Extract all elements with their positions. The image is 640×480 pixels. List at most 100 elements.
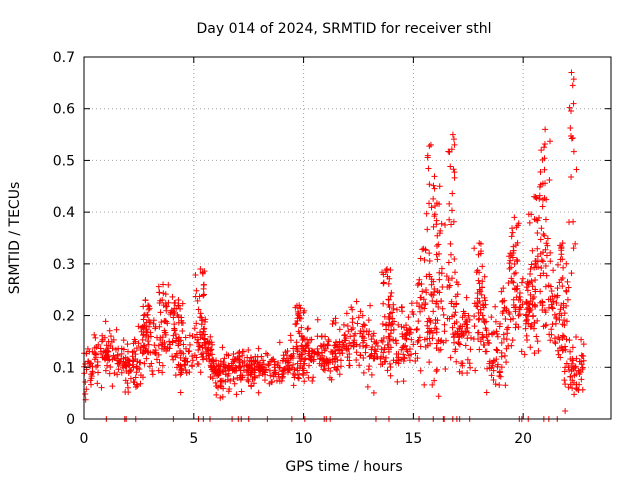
- data-point: [574, 386, 581, 393]
- data-point: [144, 329, 151, 336]
- data-point: [507, 264, 514, 271]
- data-point: [207, 373, 214, 380]
- data-point: [568, 270, 575, 277]
- data-point: [476, 240, 483, 247]
- data-point: [498, 364, 505, 371]
- data-point: [82, 360, 89, 367]
- data-point: [509, 229, 516, 236]
- data-point: [161, 318, 168, 325]
- data-point: [201, 325, 208, 332]
- data-point: [455, 340, 462, 347]
- data-point: [539, 196, 546, 203]
- data-point: [101, 355, 108, 362]
- data-point: [496, 372, 503, 379]
- data-point: [476, 269, 483, 276]
- data-point: [231, 380, 238, 387]
- data-point: [102, 348, 109, 355]
- data-point: [475, 316, 482, 323]
- data-point: [357, 352, 364, 359]
- data-point: [535, 347, 542, 354]
- data-point: [143, 319, 150, 326]
- data-point: [429, 292, 435, 299]
- data-point: [127, 367, 134, 374]
- data-point: [336, 371, 343, 378]
- data-point: [162, 331, 169, 338]
- data-point: [365, 331, 372, 338]
- data-point: [563, 260, 570, 267]
- data-point: [539, 203, 546, 210]
- data-point: [326, 374, 333, 381]
- data-point: [389, 315, 396, 322]
- data-point: [523, 316, 530, 323]
- data-point: [567, 348, 574, 355]
- data-point: [421, 305, 428, 312]
- data-point: [436, 230, 443, 237]
- data-point: [324, 342, 331, 349]
- data-point: [480, 342, 487, 349]
- data-point: [508, 233, 515, 240]
- data-point: [500, 308, 507, 315]
- data-point: [281, 355, 288, 362]
- data-point: [508, 252, 515, 259]
- data-point: [179, 300, 186, 307]
- data-point: [171, 321, 178, 328]
- x-tick-label: 0: [80, 431, 89, 447]
- data-point: [335, 346, 342, 353]
- data-point: [567, 132, 574, 139]
- data-point: [488, 330, 495, 337]
- data-point: [183, 369, 190, 376]
- data-point: [132, 351, 139, 358]
- data-point: [346, 350, 353, 357]
- data-point: [543, 252, 550, 259]
- data-point: [440, 339, 447, 346]
- data-point: [243, 369, 250, 376]
- data-point: [492, 303, 499, 310]
- data-point: [450, 218, 457, 225]
- data-point: [566, 219, 573, 226]
- data-point: [197, 369, 204, 376]
- data-point: [345, 328, 352, 335]
- data-point: [450, 136, 457, 143]
- data-point: [137, 359, 144, 366]
- data-point: [159, 296, 166, 303]
- data-point: [366, 353, 373, 360]
- y-tick-label: 0.7: [53, 50, 75, 66]
- data-point: [556, 336, 563, 343]
- data-point: [381, 344, 388, 351]
- data-point: [349, 319, 356, 326]
- data-point: [503, 359, 510, 366]
- data-point: [214, 373, 221, 380]
- data-point: [195, 336, 202, 343]
- data-point: [290, 361, 297, 368]
- data-point: [142, 347, 149, 354]
- data-point: [436, 269, 443, 276]
- data-point: [314, 316, 321, 323]
- data-point: [175, 342, 182, 349]
- data-point: [255, 363, 262, 370]
- data-point: [161, 327, 168, 334]
- data-point: [380, 280, 387, 287]
- data-point: [195, 306, 202, 313]
- data-point: [414, 339, 421, 346]
- data-point: [385, 348, 392, 355]
- data-point: [413, 299, 420, 306]
- data-point: [118, 350, 125, 357]
- data-point: [536, 195, 543, 202]
- data-point: [294, 365, 301, 372]
- data-point: [466, 360, 473, 367]
- data-point: [549, 304, 556, 311]
- data-points: [81, 69, 587, 422]
- data-point: [165, 281, 172, 288]
- data-point: [523, 317, 530, 324]
- data-point: [189, 363, 196, 370]
- data-point: [342, 337, 349, 344]
- data-point: [408, 336, 415, 343]
- data-point: [262, 371, 269, 378]
- data-point: [380, 349, 387, 356]
- data-point: [331, 364, 338, 371]
- data-point: [559, 335, 566, 342]
- data-point: [431, 185, 438, 192]
- data-point: [208, 346, 215, 353]
- data-point: [209, 357, 216, 364]
- data-point: [438, 298, 445, 305]
